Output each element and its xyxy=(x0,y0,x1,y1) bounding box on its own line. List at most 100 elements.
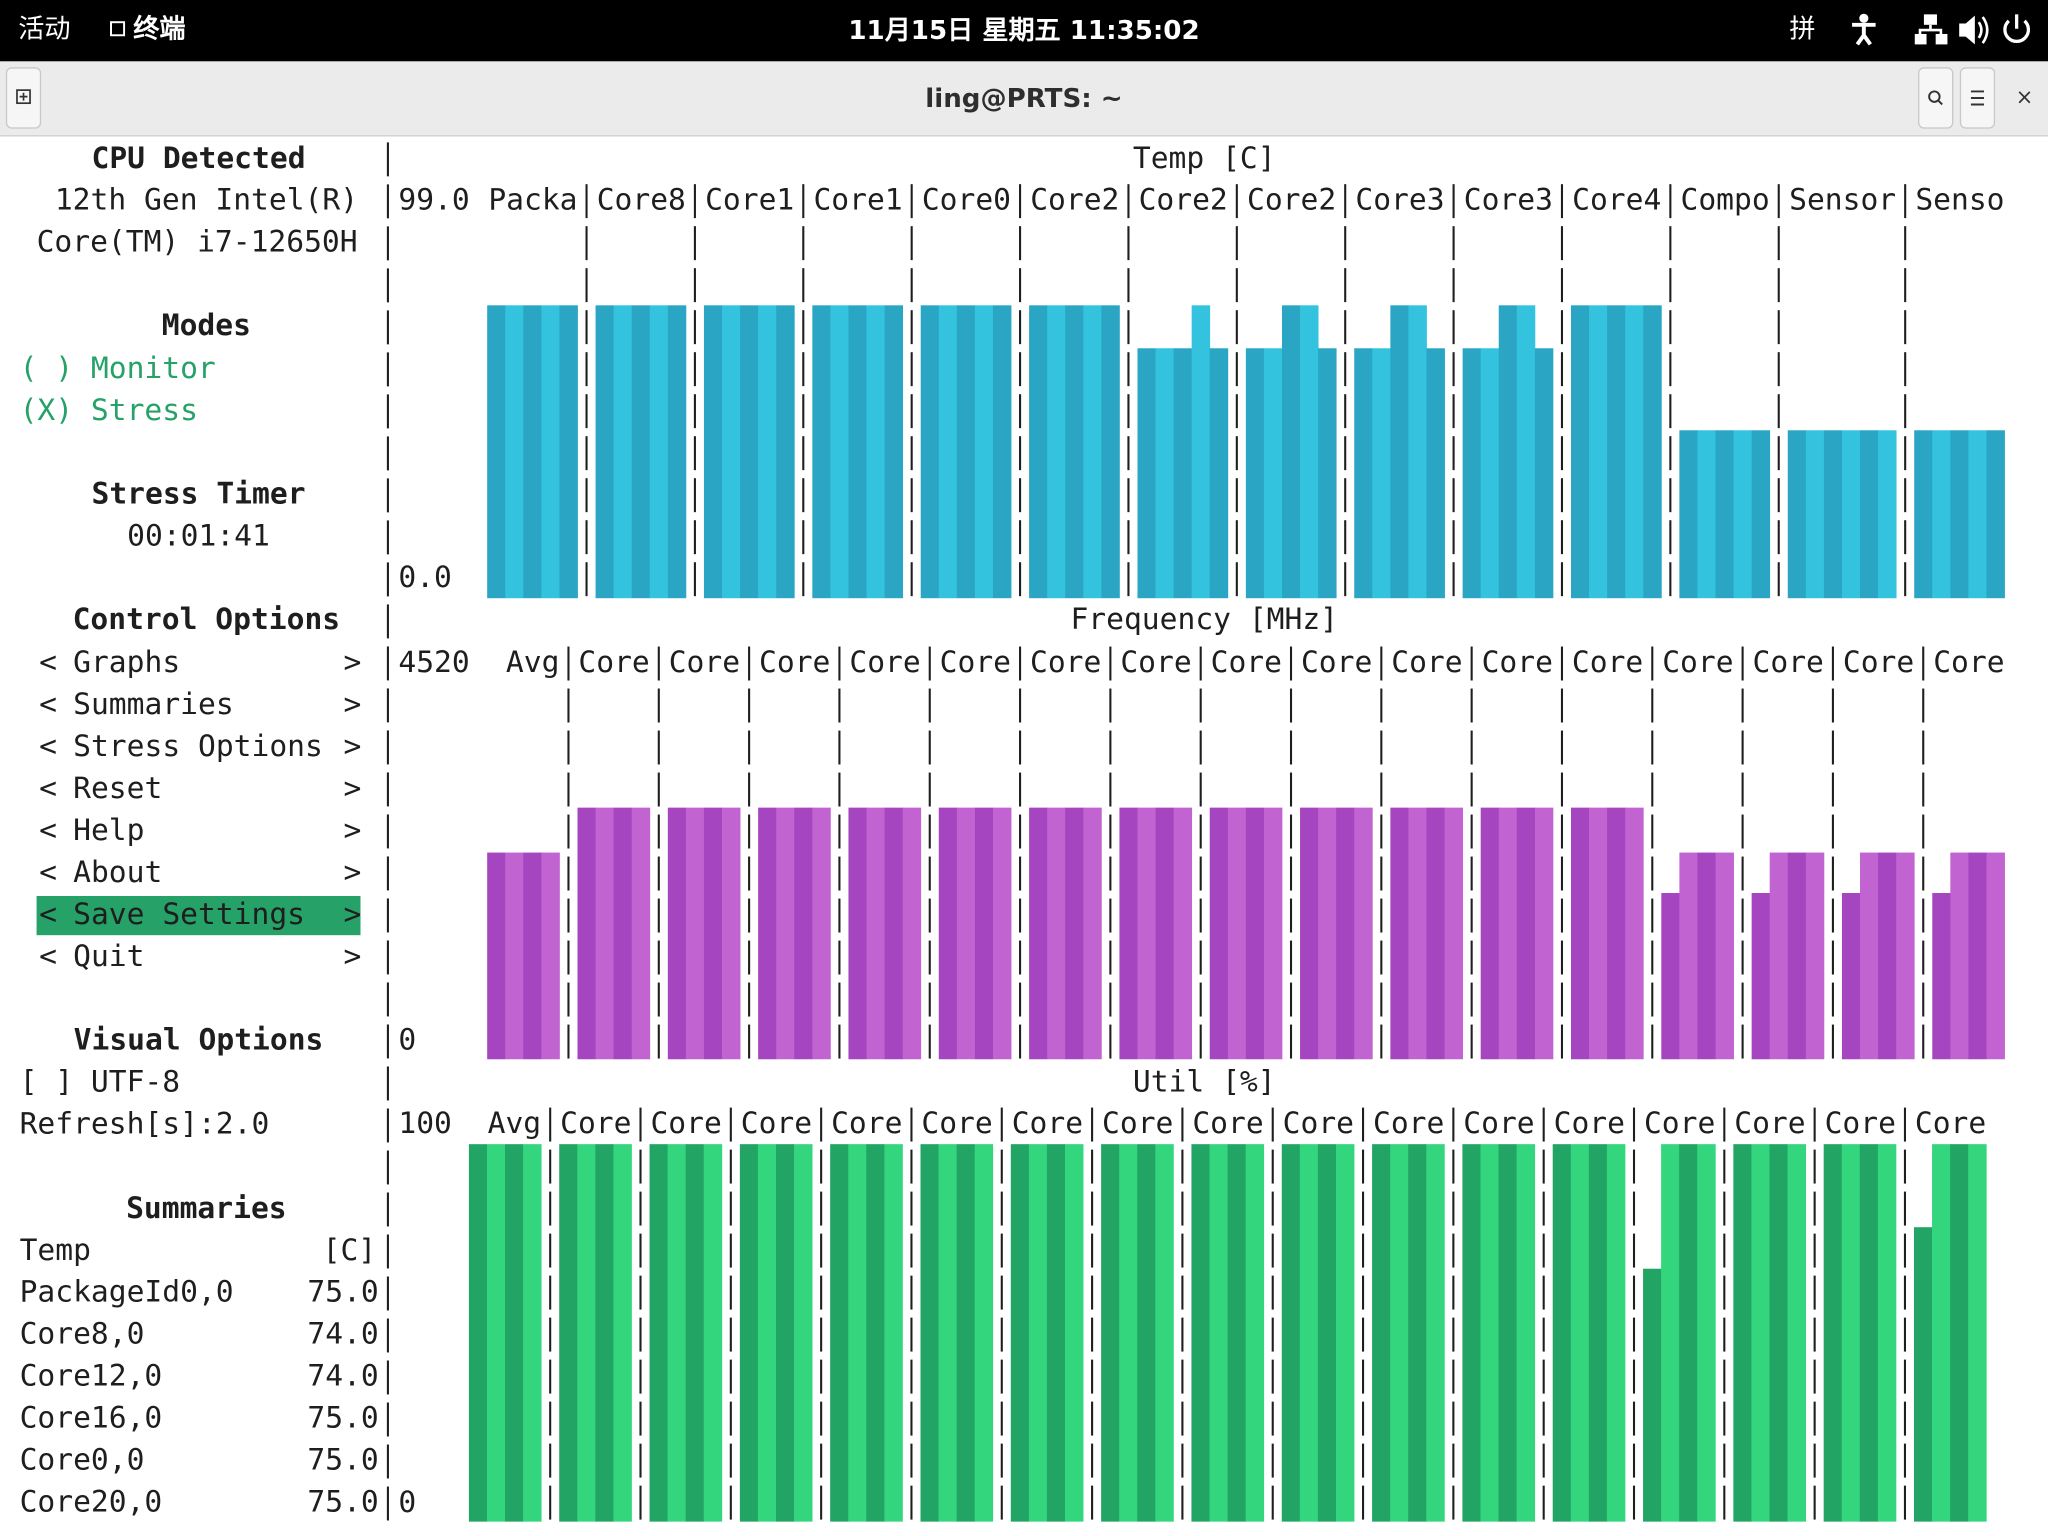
column-label: Core xyxy=(669,644,740,679)
control-arrow: < xyxy=(39,812,57,847)
app-name[interactable]: 终端 xyxy=(133,14,185,45)
graph-bar xyxy=(505,305,524,599)
graph-bar xyxy=(1318,348,1337,599)
graph-bar xyxy=(1661,1144,1680,1522)
control-option[interactable]: Help xyxy=(73,812,144,847)
clock[interactable]: 11月15日 星期五 11:35:02 xyxy=(848,16,1199,46)
graph-bar xyxy=(1950,852,1969,1060)
top-bar xyxy=(0,0,2048,62)
control-option[interactable]: Quit xyxy=(73,938,144,973)
graph-bar xyxy=(1841,893,1861,1060)
graph-bar xyxy=(595,305,615,599)
stress-timer: 00:01:41 xyxy=(127,517,270,552)
close-button[interactable]: × xyxy=(2016,85,2034,109)
visual-option[interactable]: Refresh[s]:2.0 xyxy=(20,1105,270,1140)
control-option[interactable]: Save Settings xyxy=(73,896,305,931)
control-option[interactable]: About xyxy=(73,854,162,889)
graph-bar xyxy=(631,807,651,1060)
activities[interactable]: 活动 xyxy=(18,15,70,45)
graph-bar xyxy=(613,1144,632,1522)
graph-bar xyxy=(1986,852,2005,1060)
graph-bar xyxy=(776,807,795,1060)
graph-title: Temp [C] xyxy=(1133,140,1276,175)
graph-bar xyxy=(541,852,560,1060)
section-title: Visual Options xyxy=(74,1021,324,1056)
network-icon[interactable] xyxy=(1914,14,1948,45)
graph-bar xyxy=(559,305,578,599)
graph-bar xyxy=(1101,1144,1120,1522)
graph-bar xyxy=(884,807,904,1060)
graph-bar xyxy=(920,1144,939,1522)
control-option[interactable]: Graphs xyxy=(73,644,180,679)
summary-header: Temp xyxy=(20,1232,91,1267)
visual-option[interactable]: [ ] UTF-8 xyxy=(20,1063,181,1098)
control-option[interactable]: Reset xyxy=(73,770,162,805)
column-label: Core xyxy=(1373,1105,1444,1140)
column-label: Core2 xyxy=(1030,182,1119,217)
graph-bar xyxy=(938,305,958,599)
summary-value: 74.0 xyxy=(307,1316,378,1351)
control-arrow: > xyxy=(344,686,362,721)
section-title: CPU Detected xyxy=(92,140,306,175)
mode-option[interactable]: ( ) Monitor xyxy=(20,350,216,385)
column-label: Core1 xyxy=(705,182,794,217)
control-arrow: > xyxy=(344,854,362,889)
graph-bar xyxy=(1191,305,1211,599)
power-icon[interactable] xyxy=(2003,14,2030,44)
column-label: Core xyxy=(1030,644,1101,679)
graph-bar xyxy=(1625,807,1644,1060)
graph-bar xyxy=(1318,807,1337,1060)
graph-bar xyxy=(1606,1144,1626,1522)
graph-bar xyxy=(775,1144,795,1522)
scale-max: 100 xyxy=(398,1105,452,1140)
column-label: Core xyxy=(1463,1105,1534,1140)
graph-bar xyxy=(866,807,885,1060)
graph-bar xyxy=(884,1144,903,1522)
graph-bar xyxy=(1444,807,1464,1060)
search-handle xyxy=(1937,99,1943,106)
mode-option[interactable]: (X) Stress xyxy=(20,392,198,427)
graph-bar xyxy=(1354,348,1373,599)
summary-name: Core8,0 xyxy=(20,1316,145,1351)
graph-bar xyxy=(1028,1144,1048,1522)
graph-bar xyxy=(1281,1144,1301,1522)
graph-bar xyxy=(468,1144,488,1522)
graph-bar xyxy=(974,807,994,1060)
graph-bar xyxy=(613,305,633,599)
column-label: Core xyxy=(1301,644,1372,679)
graph-bar xyxy=(1823,1144,1843,1522)
graph-bar xyxy=(1390,305,1409,599)
graph-bar xyxy=(1300,305,1319,599)
column-label: Core xyxy=(1120,644,1191,679)
graph-bar xyxy=(1733,1144,1752,1522)
column-label: Core2 xyxy=(1247,182,1336,217)
graph-bar xyxy=(1751,1144,1770,1522)
graph-bar xyxy=(1571,305,1590,599)
column-label: Core xyxy=(560,1105,631,1140)
volume-icon[interactable] xyxy=(1959,15,1989,45)
graph-bar xyxy=(1878,430,1897,599)
control-option[interactable]: Stress Options xyxy=(73,728,323,763)
graph-bar xyxy=(505,852,524,1060)
graph-bar xyxy=(812,807,831,1060)
graph-bar xyxy=(685,807,705,1060)
graph-bar xyxy=(1715,852,1734,1060)
summary-name: Core12,0 xyxy=(20,1358,163,1393)
column-label: Avg xyxy=(488,1105,542,1140)
graph-bar xyxy=(992,807,1012,1060)
accessibility-icon[interactable] xyxy=(1852,13,1876,46)
graph-bar xyxy=(1029,807,1048,1060)
search-button[interactable] xyxy=(1918,67,1954,129)
column-label: Core xyxy=(1102,1105,1173,1140)
column-label: Avg xyxy=(506,644,560,679)
scale-max: 4520 xyxy=(398,644,469,679)
control-option[interactable]: Summaries xyxy=(73,686,234,721)
graph-bar xyxy=(667,1144,687,1522)
input-method[interactable]: 拼 xyxy=(1789,15,1815,45)
graph-bar xyxy=(1968,1144,1987,1522)
graph-bar xyxy=(1137,807,1156,1060)
column-label: Core xyxy=(1554,1105,1625,1140)
graph-bar xyxy=(1029,305,1048,599)
graph-bar xyxy=(1263,348,1283,599)
graph-bar xyxy=(613,807,633,1060)
